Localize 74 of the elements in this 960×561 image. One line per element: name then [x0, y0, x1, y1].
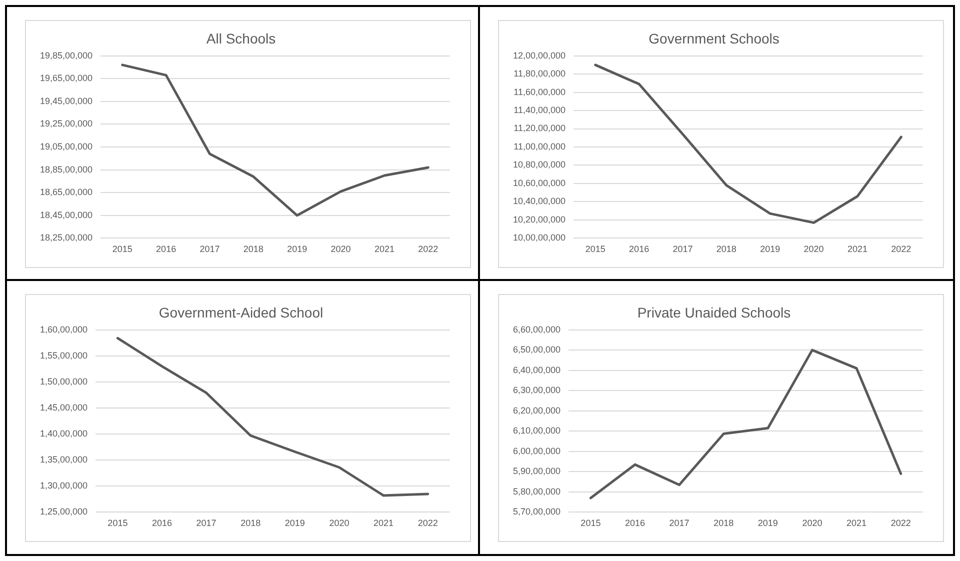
y-tick-label: 1,35,00,000: [40, 454, 88, 464]
x-tick-label: 2018: [240, 518, 261, 528]
x-tick-label: 2022: [891, 244, 912, 254]
x-tick-label: 2020: [329, 518, 350, 528]
x-tick-label: 2017: [196, 518, 216, 528]
x-tick-label: 2015: [585, 244, 606, 254]
y-tick-label: 6,20,00,000: [513, 404, 561, 415]
y-tick-label: 1,45,00,000: [40, 402, 88, 412]
x-tick-label: 2018: [243, 244, 264, 254]
y-tick-label: 6,40,00,000: [513, 364, 561, 374]
y-tick-label: 18,25,00,000: [40, 232, 93, 243]
y-tick-label: 12,00,00,000: [512, 50, 566, 60]
y-tick-label: 1,30,00,000: [40, 480, 88, 490]
x-tick-label: 2016: [629, 244, 650, 254]
x-tick-label: 2015: [108, 518, 128, 528]
y-tick-label: 10,00,00,000: [512, 232, 566, 243]
x-tick-label: 2021: [846, 518, 867, 528]
x-tick-label: 2021: [374, 518, 394, 528]
y-tick-label: 19,65,00,000: [40, 73, 93, 84]
chart-title: All Schools: [206, 30, 276, 46]
y-tick-label: 19,05,00,000: [40, 141, 93, 152]
y-tick-label: 1,50,00,000: [40, 376, 88, 386]
y-tick-label: 1,40,00,000: [40, 428, 88, 438]
y-tick-label: 19,25,00,000: [40, 118, 93, 129]
y-tick-label: 10,20,00,000: [512, 214, 566, 224]
x-tick-label: 2020: [804, 244, 824, 254]
chart-title: Private Unaided Schools: [637, 304, 791, 320]
y-tick-label: 10,80,00,000: [512, 160, 566, 170]
y-tick-label: 19,45,00,000: [40, 96, 93, 106]
x-tick-label: 2019: [758, 518, 778, 528]
x-tick-label: 2020: [802, 518, 822, 528]
y-tick-label: 6,00,00,000: [513, 445, 561, 456]
y-tick-label: 18,65,00,000: [40, 187, 93, 198]
x-tick-label: 2016: [624, 518, 646, 528]
y-tick-label: 11,80,00,000: [514, 68, 566, 79]
y-tick-label: 1,25,00,000: [40, 506, 88, 516]
x-tick-label: 2022: [418, 244, 438, 254]
x-tick-label: 2019: [760, 244, 780, 254]
x-tick-label: 2017: [200, 244, 220, 254]
x-tick-label: 2018: [714, 518, 734, 528]
x-tick-label: 2019: [287, 244, 308, 254]
y-tick-label: 18,85,00,000: [40, 164, 93, 174]
chart-title: Government Schools: [648, 30, 780, 46]
x-tick-label: 2022: [890, 518, 911, 528]
y-tick-label: 5,70,00,000: [513, 506, 561, 516]
y-tick-label: 6,50,00,000: [513, 344, 561, 354]
y-tick-label: 6,30,00,000: [513, 384, 561, 395]
y-tick-label: 18,45,00,000: [40, 210, 93, 220]
y-tick-label: 5,90,00,000: [513, 466, 561, 476]
x-tick-label: 2016: [156, 244, 176, 254]
y-tick-label: 6,60,00,000: [513, 324, 561, 334]
x-tick-label: 2020: [330, 244, 351, 254]
y-tick-label: 19,85,00,000: [40, 50, 93, 60]
x-tick-label: 2015: [580, 518, 601, 528]
x-tick-label: 2017: [672, 244, 693, 254]
x-tick-label: 2021: [374, 244, 394, 254]
x-tick-label: 2015: [112, 244, 132, 254]
y-tick-label: 1,55,00,000: [40, 350, 88, 360]
x-tick-label: 2022: [418, 518, 438, 528]
x-tick-label: 2019: [284, 518, 305, 528]
x-tick-label: 2017: [669, 518, 690, 528]
y-tick-label: 11,40,00,000: [514, 105, 566, 116]
y-tick-label: 11,00,00,000: [514, 141, 566, 152]
y-tick-label: 10,40,00,000: [512, 196, 566, 206]
y-tick-label: 1,60,00,000: [40, 324, 88, 334]
x-tick-label: 2018: [716, 244, 736, 254]
chart-title: Government-Aided School: [158, 304, 324, 320]
y-tick-label: 5,80,00,000: [513, 486, 561, 496]
x-tick-label: 2021: [847, 244, 868, 254]
y-tick-label: 6,10,00,000: [513, 425, 561, 436]
y-tick-label: 11,20,00,000: [514, 123, 566, 134]
y-tick-label: 11,60,00,000: [514, 86, 566, 97]
y-tick-label: 10,60,00,000: [512, 178, 566, 188]
x-tick-label: 2016: [152, 518, 172, 528]
